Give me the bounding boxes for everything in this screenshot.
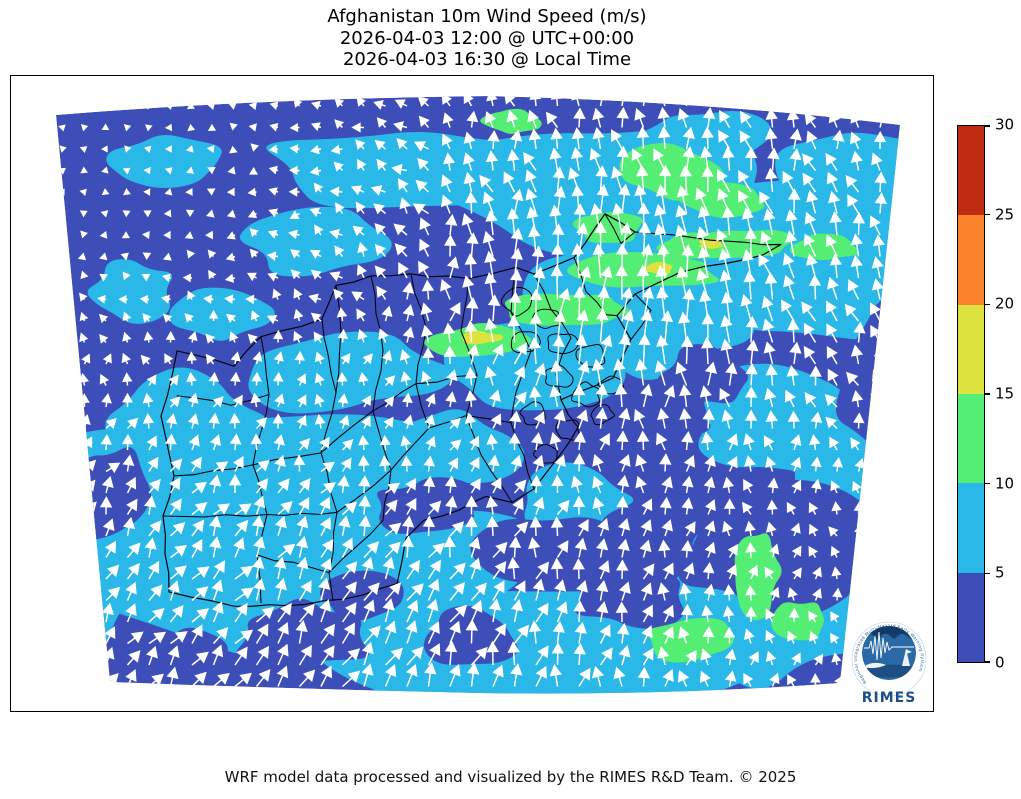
colorbar-tick-label: 10 [995,474,1015,493]
colorbar-tick [985,572,990,575]
colorbar-tick-label: 30 [995,115,1015,134]
colorbar-tick [985,213,990,216]
map-axes: Regional Integrated Multi-Hazard Early W… [10,75,934,712]
rimes-wordmark: RIMES [862,690,917,706]
admin-boundaries [160,213,782,607]
colorbar-tick [985,303,990,306]
colorbar-tick-label: 0 [995,653,1005,672]
colorbar [957,125,985,663]
colorbar-tick-label: 15 [995,384,1015,403]
map-svg: Regional Integrated Multi-Hazard Early W… [56,96,927,706]
title-line-2: 2026-04-03 12:00 @ UTC+00:00 [339,27,635,49]
colorbar-tick [985,393,990,395]
footer-credit: WRF model data processed and visualized … [224,768,797,786]
colorbar-tick [985,661,990,663]
colorbar-tick [985,125,990,127]
figure-title: Afghanistan 10m Wind Speed (m/s) 2026-04… [0,6,974,71]
colorbar-tick-label: 5 [995,563,1005,582]
colorbar-segment [958,572,984,662]
colorbar-tick-label: 25 [995,205,1015,224]
colorbar-tick-label: 20 [995,294,1015,313]
colorbar-segment [958,126,984,216]
title-line-1: Afghanistan 10m Wind Speed (m/s) [327,6,647,27]
title-line-3: 2026-04-03 16:30 @ Local Time [342,49,632,70]
colorbar-segment [958,304,984,394]
wind-arrows [56,96,888,688]
rimes-logo: Regional Integrated Multi-Hazard Early W… [851,621,927,706]
colorbar-segment [958,215,984,305]
colorbar-segment [958,393,984,484]
colorbar-segment [958,483,984,573]
colorbar-ticks: 0 5 10 15 20 25 30 [985,116,1021,672]
colorbar-tick [985,482,990,485]
